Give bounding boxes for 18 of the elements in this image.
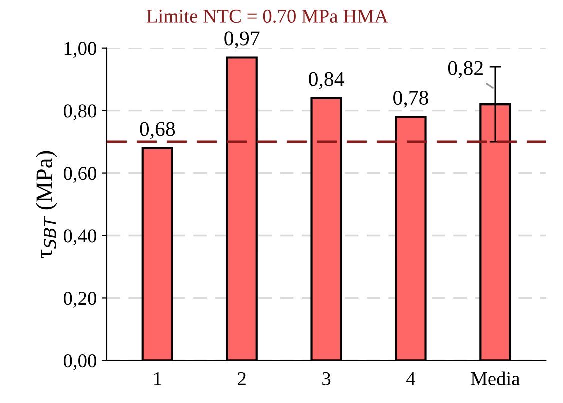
y-axis-title: τ$_{SBT}$ (MPa) xyxy=(36,151,58,258)
y-tick-label: 0,40 xyxy=(64,230,97,246)
x-tick-label: 4 xyxy=(406,372,416,386)
x-tick-label: Media xyxy=(471,372,520,386)
ref-line-label: Limite NTC = 0.70 MPa HMA xyxy=(146,10,388,24)
x-tick-label: 3 xyxy=(322,372,331,386)
y-tick-label: 1,00 xyxy=(64,42,97,58)
data-label: 0,78 xyxy=(394,90,428,108)
data-label: 0,68 xyxy=(140,122,176,140)
data-label: 0,97 xyxy=(224,32,260,49)
x-tick-label: 2 xyxy=(238,372,246,386)
y-tick-label: 0,00 xyxy=(64,354,97,370)
data-label: 0,82 xyxy=(448,61,483,78)
data-label: 0,84 xyxy=(309,72,344,90)
x-tick-label: 1 xyxy=(154,372,162,386)
y-tick-label: 0,80 xyxy=(64,104,97,121)
y-tick-label: 0,60 xyxy=(64,167,97,184)
y-tick-label: 0,20 xyxy=(64,292,97,308)
